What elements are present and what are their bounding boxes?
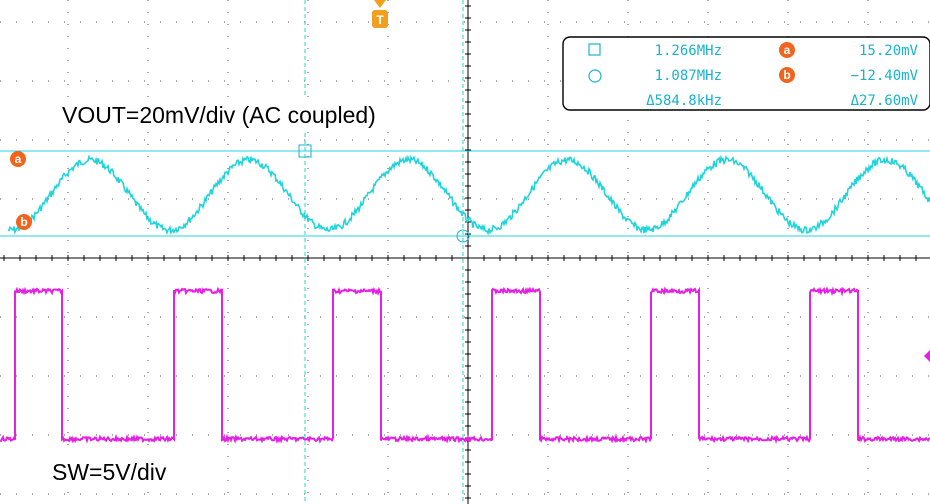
cursor-2-frequency: 1.087MHz — [655, 68, 722, 84]
trigger-marker[interactable]: T — [372, 0, 388, 28]
cursor-a-badge-label: a — [15, 152, 22, 166]
vout-trace — [7, 154, 930, 236]
cursor-b-badge-label: b — [20, 215, 27, 229]
delta-value: Δ27.60mV — [851, 93, 919, 109]
cursor-square-marker[interactable] — [298, 144, 312, 158]
cursor-1-frequency: 1.266MHz — [655, 43, 722, 59]
vout-channel-label: VOUT=20mV/div (AC coupled) — [62, 102, 376, 128]
b-value-badge-icon — [779, 67, 795, 83]
a-value-badge-icon — [779, 42, 795, 58]
a-value: 15.20mV — [859, 43, 919, 59]
cursor-a-badge[interactable]: a — [10, 151, 26, 167]
a-value-badge-label: a — [784, 43, 791, 57]
b-value: −12.40mV — [851, 68, 919, 84]
sw-channel-label: SW=5V/div — [52, 459, 167, 485]
cursor-1-square-icon — [588, 43, 601, 56]
sw-trace — [0, 286, 930, 445]
cursor-b-badge[interactable]: b — [16, 214, 32, 230]
cursor-circle-marker[interactable] — [456, 229, 470, 243]
measurement-readout: 1.266MHz 1.087MHz Δ584.8kHz a b 15.20mV … — [562, 36, 930, 111]
sw-channel-marker[interactable] — [924, 350, 930, 362]
cursor-2-circle-icon — [588, 69, 602, 83]
b-value-badge-label: b — [783, 68, 790, 82]
trigger-marker-label: T — [376, 13, 384, 27]
delta-frequency: Δ584.8kHz — [646, 93, 722, 109]
